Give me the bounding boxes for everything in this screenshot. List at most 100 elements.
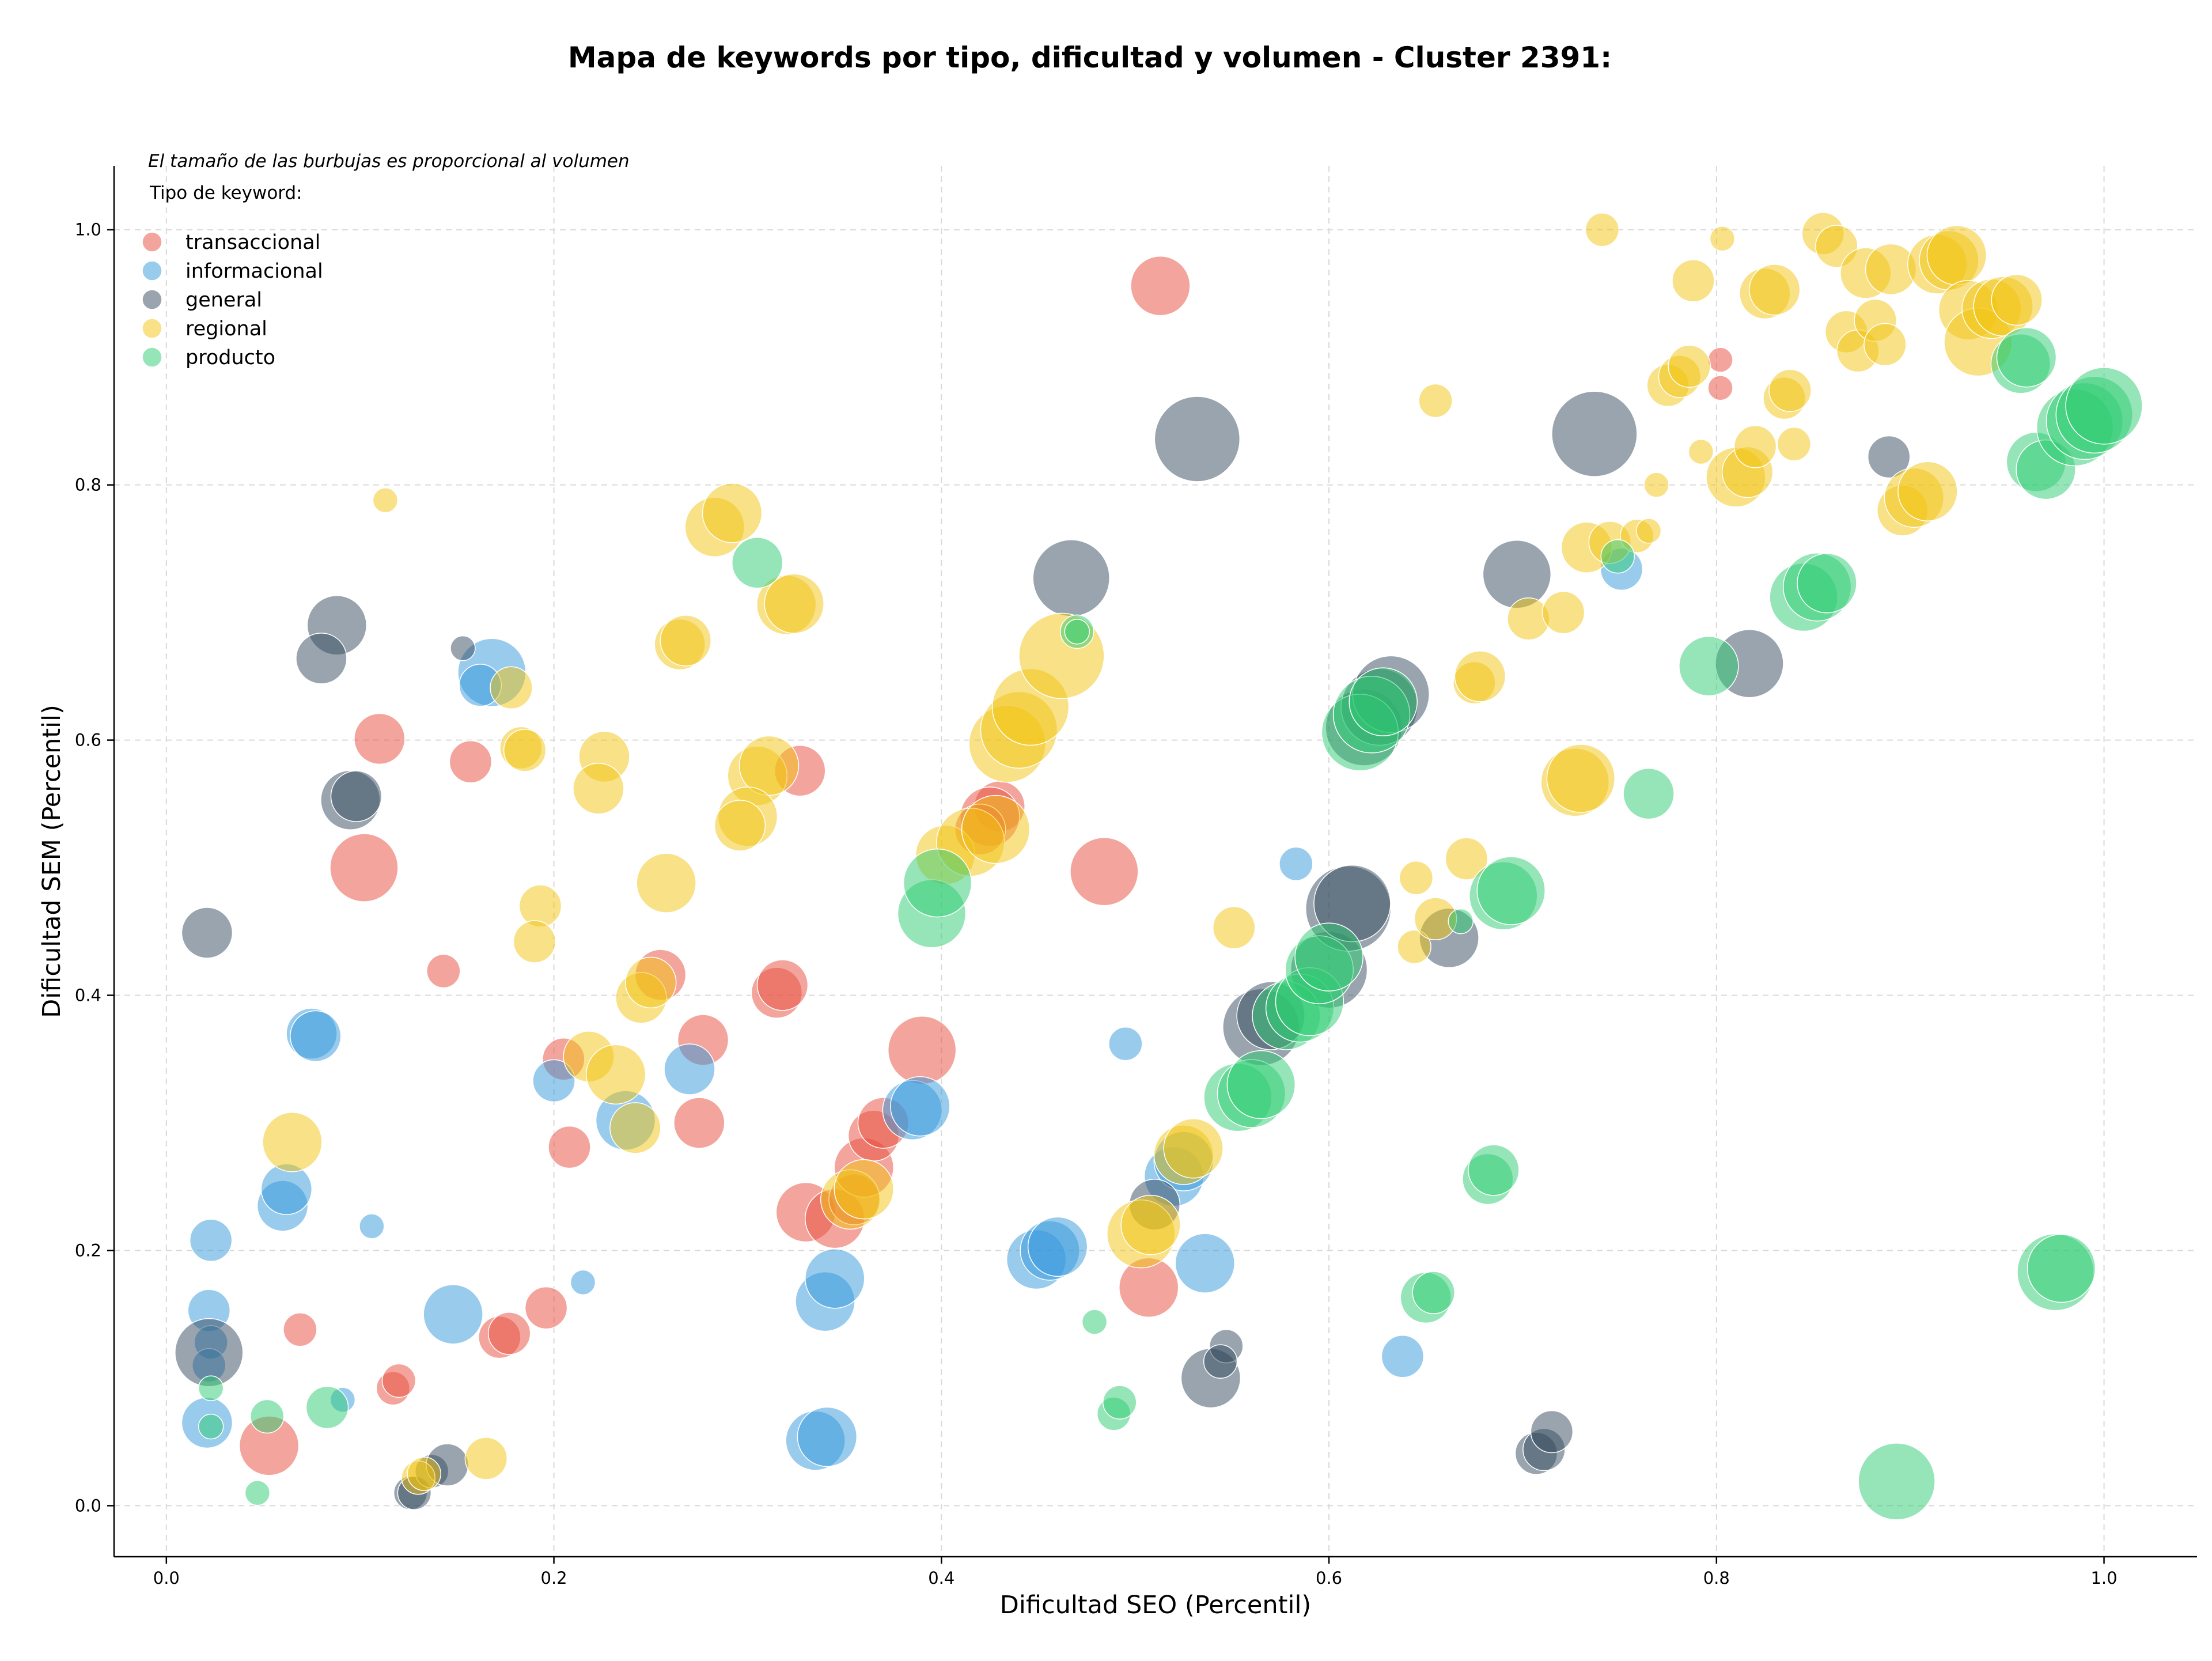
bubble-producto: [2027, 1234, 2096, 1303]
y-tick-label: 0.0: [75, 1496, 101, 1515]
bubble-regional: [1585, 212, 1620, 247]
x-tick-label: 1.0: [2090, 1568, 2117, 1588]
bubble-regional: [1418, 383, 1453, 418]
bubble-general: [1482, 539, 1552, 609]
bubble-producto: [1468, 1144, 1520, 1196]
bubble-regional: [1212, 906, 1256, 949]
bubble-producto: [244, 1480, 271, 1506]
bubble-transaccional: [524, 1286, 568, 1330]
bubble-regional: [1897, 461, 1958, 521]
bubble-informacional: [359, 1213, 385, 1239]
bubble-informacional: [664, 1043, 715, 1095]
bubble-general: [1154, 396, 1241, 482]
y-tick-label: 0.4: [75, 986, 101, 1005]
bubble-informacional: [1108, 1026, 1143, 1061]
bubble-informacional: [1279, 846, 1313, 881]
bubble-producto: [1226, 1050, 1296, 1119]
bubble-transaccional: [1707, 347, 1733, 373]
bubble-producto: [903, 848, 972, 918]
legend-marker-transaccional: [142, 232, 162, 252]
bubble-regional: [714, 800, 766, 852]
bubble-regional: [609, 1102, 661, 1154]
x-tick-label: 0.4: [928, 1568, 955, 1588]
bubble-producto: [1448, 908, 1474, 934]
bubble-producto: [1476, 856, 1546, 925]
bubble-informacional: [1027, 1216, 1088, 1277]
bubble-transaccional: [673, 1097, 725, 1149]
bubble-general: [1551, 391, 1638, 477]
bubble-general: [1032, 539, 1110, 617]
bubble-regional: [1399, 861, 1434, 895]
bubble-producto: [1103, 1385, 1137, 1420]
chart-title: Mapa de keywords por tipo, dificultad y …: [568, 41, 1612, 74]
bubble-informacional: [1175, 1233, 1236, 1293]
bubble-general: [181, 907, 233, 959]
bubble-regional: [513, 920, 556, 963]
bubble-regional: [1397, 929, 1431, 964]
bubble-regional: [636, 853, 696, 913]
bubble-informacional: [805, 1248, 865, 1309]
bubble-transaccional: [1070, 837, 1139, 906]
bubble-producto: [1412, 1271, 1455, 1314]
y-tick-label: 0.6: [75, 731, 101, 750]
bubble-producto: [2065, 367, 2143, 445]
bubble-regional: [1777, 427, 1812, 461]
bubble-regional: [262, 1111, 323, 1172]
bubble-regional: [1926, 225, 1987, 286]
legend-label-general: general: [185, 289, 262, 312]
bubble-transaccional: [887, 1016, 957, 1085]
bubble-producto: [305, 1386, 349, 1429]
legend-label-producto: producto: [185, 346, 275, 369]
bubble-regional: [1768, 369, 1812, 413]
x-axis-label: Dificultad SEO (Percentil): [1000, 1591, 1311, 1620]
bubble-producto: [1081, 1309, 1108, 1335]
bubble-regional: [1120, 1194, 1181, 1255]
bubble-regional: [1709, 225, 1736, 252]
bubble-regional: [464, 1437, 508, 1480]
x-tick-label: 0.6: [1316, 1568, 1342, 1588]
legend-marker-regional: [142, 318, 162, 339]
bubble-transaccional: [329, 833, 399, 902]
bubble-producto: [1858, 1443, 1936, 1520]
bubble-regional: [1748, 264, 1801, 316]
legend-label-informacional: informacional: [185, 260, 323, 283]
legend: transaccional informacional general regiona…: [142, 231, 323, 369]
bubble-regional: [1733, 425, 1777, 468]
bubble-transaccional: [548, 1125, 591, 1169]
bubble-producto: [249, 1399, 285, 1434]
y-tick-label: 0.8: [75, 475, 101, 495]
bubble-producto: [732, 537, 783, 589]
bubble-general: [1867, 435, 1911, 479]
bubble-transaccional: [354, 713, 406, 765]
bubble-regional: [1643, 472, 1669, 498]
bubble-producto: [198, 1413, 224, 1440]
bubble-regional: [1454, 650, 1506, 702]
bubble-regional: [834, 1159, 895, 1220]
bubble-regional: [1991, 274, 2043, 326]
bubble-regional: [660, 615, 712, 667]
size-note: El tamaño de las burbujas es proporciona…: [148, 151, 630, 172]
bubble-informacional: [1381, 1335, 1425, 1378]
bubble-regional: [702, 483, 763, 543]
bubble-regional: [1163, 1118, 1224, 1179]
bubble-producto: [1679, 635, 1739, 697]
bubble-general: [1203, 1344, 1238, 1379]
bubble-general: [330, 770, 382, 822]
bubble-general: [296, 633, 347, 684]
bubble-regional: [1863, 323, 1907, 366]
bubble-regional: [1546, 744, 1616, 813]
bubble-informacional: [570, 1269, 596, 1296]
bubble-regional: [503, 729, 547, 772]
bubble-transaccional: [1707, 375, 1733, 401]
bubble-producto: [1600, 539, 1635, 574]
bubble-producto: [198, 1375, 224, 1401]
legend-title: Tipo de keyword:: [149, 183, 302, 203]
bubble-informacional: [189, 1219, 233, 1262]
bubble-informacional: [890, 1076, 950, 1137]
bubble-regional: [1688, 438, 1714, 465]
bubble-producto: [1996, 327, 2057, 388]
legend-marker-producto: [142, 347, 162, 368]
bubble-regional: [625, 956, 677, 1009]
y-tick-label: 0.2: [75, 1240, 101, 1260]
